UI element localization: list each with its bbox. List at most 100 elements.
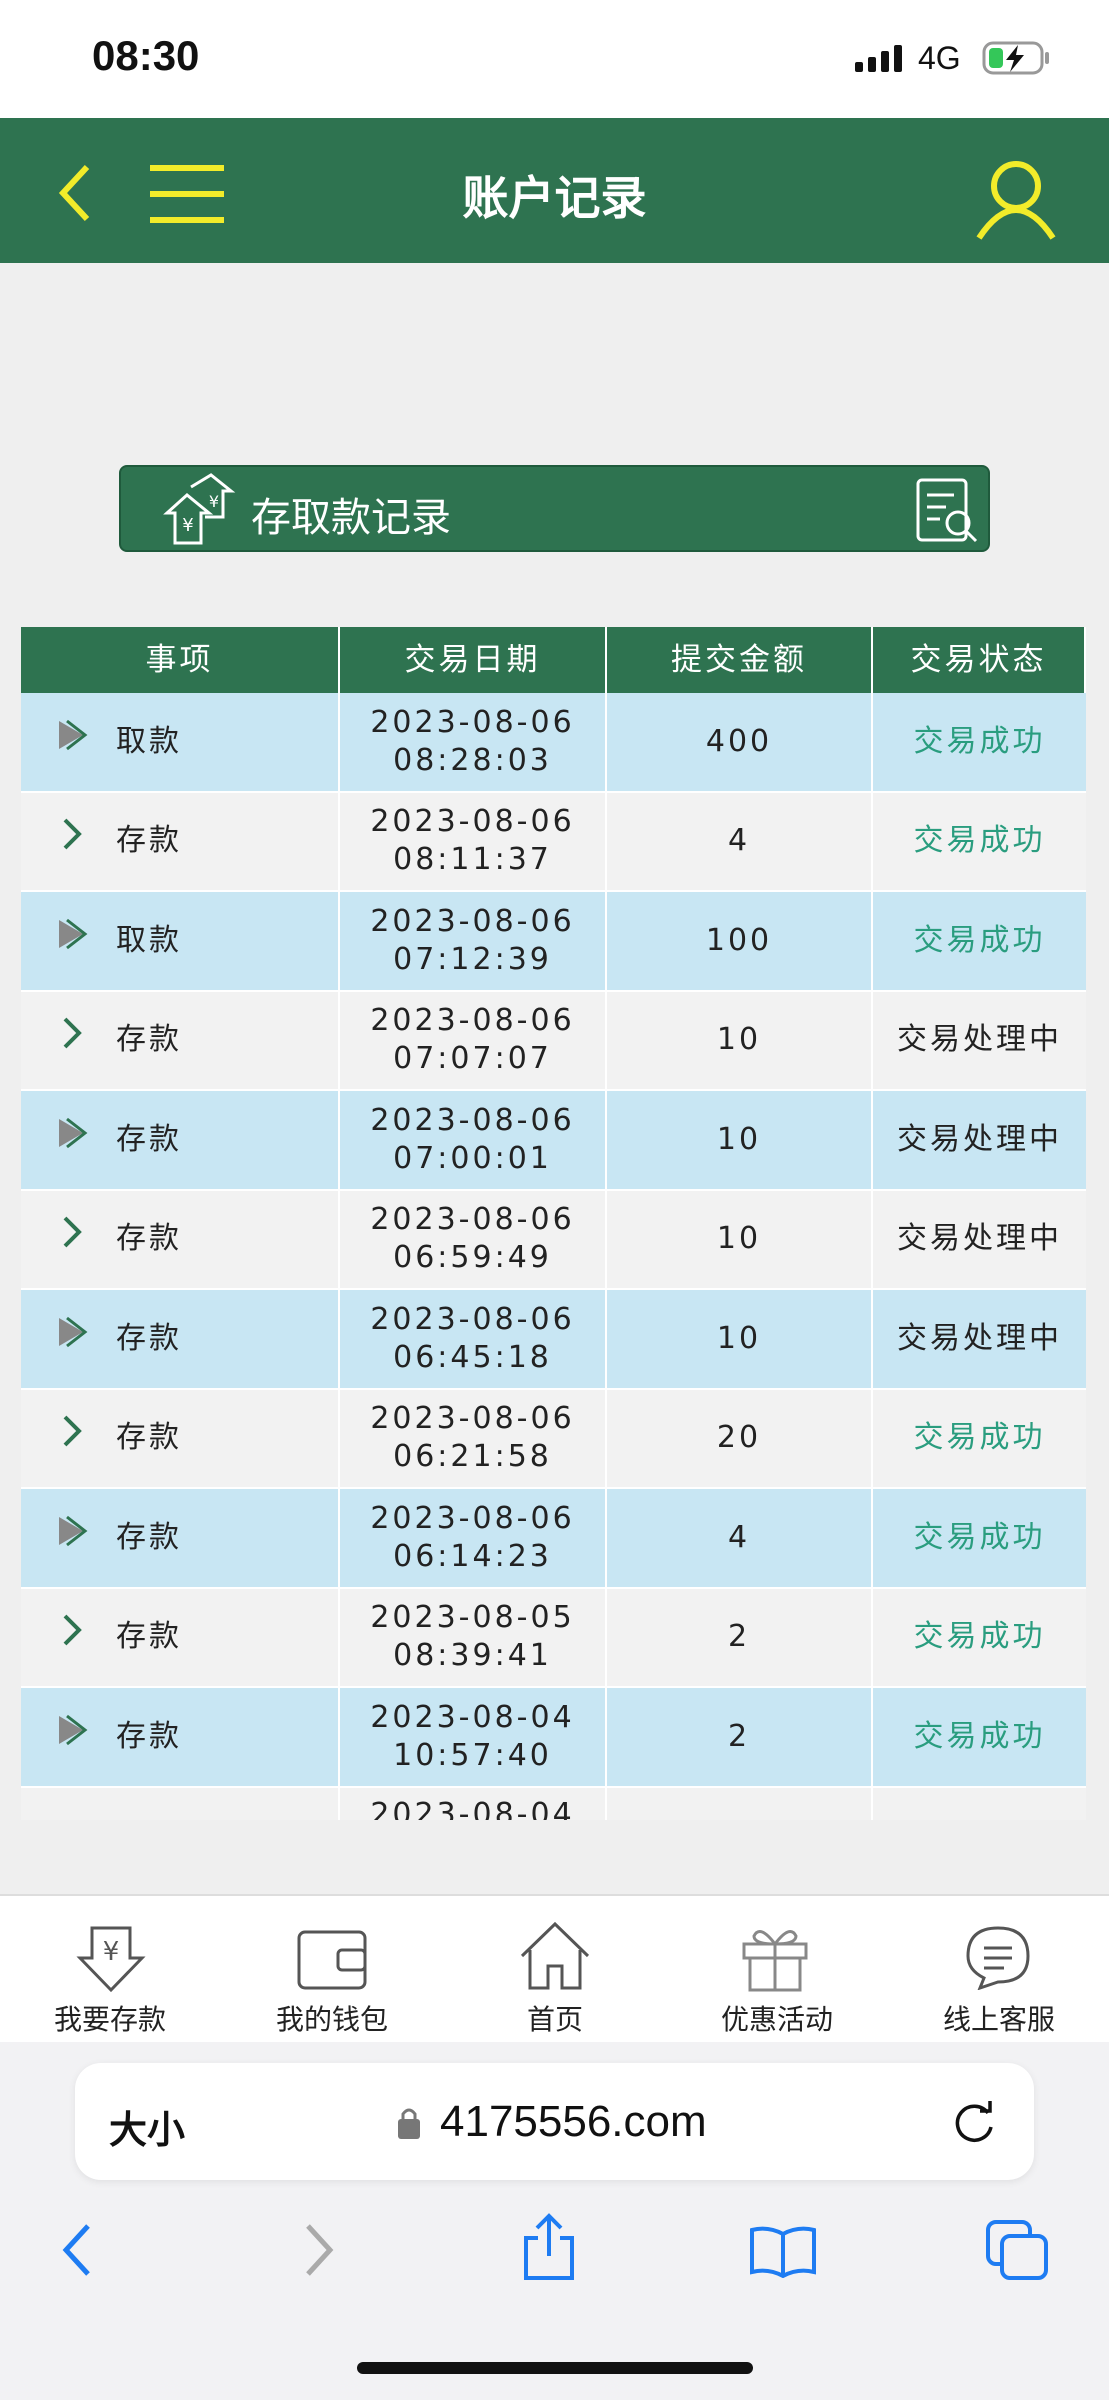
row-arrow bbox=[63, 1614, 82, 1646]
status-cell: 交易成功 bbox=[913, 723, 1046, 759]
time: 08:39:41 bbox=[393, 1638, 552, 1674]
svg-text:¥: ¥ bbox=[209, 492, 219, 511]
time: 06:21:58 bbox=[393, 1439, 552, 1475]
tabs-button[interactable] bbox=[984, 2218, 1050, 2282]
page-title: 账户记录 bbox=[462, 171, 647, 225]
time: 06:14:23 bbox=[393, 1538, 552, 1574]
status-cell: 交易处理中 bbox=[897, 1221, 1062, 1257]
item: 存款 bbox=[116, 823, 182, 859]
nav-label[interactable]: 优惠活动 bbox=[720, 2003, 833, 2036]
back-button[interactable] bbox=[55, 163, 95, 223]
item: 取款 bbox=[116, 723, 182, 759]
records-table: 事项 交易日期 提交金额 交易状态 取款 2023-08-06 08:28:03 400 交易成… bbox=[21, 627, 1086, 1820]
search-record-icon[interactable] bbox=[914, 477, 980, 545]
amount-cell: 2 bbox=[607, 1588, 873, 1686]
app-header: 账户记录 bbox=[0, 118, 1109, 263]
header-cell: 事项 bbox=[21, 627, 340, 693]
row-arrow bbox=[59, 918, 88, 949]
browser-chrome: 大小 4175556.com bbox=[0, 2042, 1109, 2400]
row-arrow bbox=[59, 1117, 88, 1148]
share-button[interactable] bbox=[520, 2212, 578, 2282]
wallet-icon bbox=[297, 1930, 367, 1990]
money-icon: ¥¥ bbox=[163, 473, 236, 545]
amount-cell: 400 bbox=[607, 693, 873, 791]
status-cell bbox=[873, 1788, 1086, 1821]
date-cell: 2023-08-05 08:39:41 bbox=[340, 1588, 607, 1686]
status-cell: 交易成功 bbox=[913, 823, 1046, 859]
status-cell: 交易成功 bbox=[913, 1619, 1046, 1655]
address-bar[interactable]: 大小 4175556.com bbox=[75, 2063, 1034, 2180]
date: 2023-08-06 bbox=[370, 1401, 575, 1437]
date: 2023-08-06 bbox=[370, 1202, 575, 1238]
item-cell: 取款 bbox=[21, 892, 340, 990]
table-row[interactable]: 存款 2023-08-06 06:45:18 10 交易处理中 bbox=[21, 1290, 1086, 1390]
table-row[interactable]: 存款 2023-08-06 06:59:49 10 交易处理中 bbox=[21, 1190, 1086, 1290]
date-cell: 2023-08-06 06:14:23 bbox=[340, 1489, 607, 1587]
nav-label[interactable]: 线上客服 bbox=[942, 2003, 1055, 2036]
item-cell: 存款 bbox=[21, 1290, 340, 1388]
date-cell: 2023-08-06 06:21:58 bbox=[340, 1389, 607, 1487]
amount-cell: 100 bbox=[607, 892, 873, 990]
menu-button[interactable] bbox=[148, 164, 228, 224]
date-cell: 2023-08-06 08:11:37 bbox=[340, 792, 607, 890]
deposit-icon: ¥ bbox=[76, 1926, 146, 1993]
lock-icon bbox=[398, 2108, 420, 2139]
status-cell: 交易成功 bbox=[913, 1420, 1046, 1456]
date: 2023-08-04 bbox=[370, 1796, 575, 1821]
text-size-button[interactable]: 大小 bbox=[109, 2108, 186, 2152]
item-cell: 存款 bbox=[21, 1190, 340, 1288]
nav-label[interactable]: 我的钱包 bbox=[275, 2003, 388, 2036]
nav-label[interactable]: 首页 bbox=[526, 2003, 583, 2036]
item-cell: 存款 bbox=[21, 1688, 340, 1786]
item-cell: 存款 bbox=[21, 991, 340, 1089]
table-row[interactable]: 存款 2023-08-06 07:00:01 10 交易处理中 bbox=[21, 1091, 1086, 1191]
table-row[interactable]: 存款 2023-08-06 06:21:58 20 交易成功 bbox=[21, 1389, 1086, 1489]
time: 07:07:07 bbox=[393, 1041, 552, 1077]
svg-text:¥: ¥ bbox=[182, 515, 193, 536]
status-bar: 08:30 4G bbox=[0, 0, 1109, 118]
network: 4G bbox=[918, 40, 961, 76]
table-row[interactable]: 2023-08-04 bbox=[21, 1787, 1086, 1821]
date-cell: 2023-08-06 06:45:18 bbox=[340, 1290, 607, 1388]
row-arrow bbox=[59, 1515, 88, 1546]
gift-icon bbox=[742, 1930, 808, 1992]
table-header: 事项 交易日期 提交金额 交易状态 bbox=[21, 627, 1086, 693]
signal-icon bbox=[855, 45, 902, 72]
item: 存款 bbox=[116, 1022, 182, 1058]
section-banner: ¥ ¥ 存取款记录 bbox=[119, 465, 990, 552]
item-cell: 存款 bbox=[21, 1091, 340, 1189]
header-cell: 交易状态 bbox=[873, 627, 1086, 693]
time: 10:57:40 bbox=[393, 1737, 552, 1773]
time: 07:12:39 bbox=[393, 941, 552, 977]
status-cell: 交易成功 bbox=[913, 1718, 1046, 1754]
amount-cell: 20 bbox=[607, 1389, 873, 1487]
date: 2023-08-06 bbox=[370, 704, 575, 740]
browser-back[interactable] bbox=[58, 2222, 98, 2278]
profile-button[interactable] bbox=[975, 160, 1057, 240]
row-arrow bbox=[63, 1216, 82, 1248]
amount-cell bbox=[607, 1787, 873, 1820]
item: 存款 bbox=[116, 1121, 182, 1157]
date: 2023-08-04 bbox=[370, 1699, 575, 1735]
item: 存款 bbox=[116, 1519, 182, 1555]
bottom-nav: ¥ 我要存款 我的钱包 首页 优惠活动 线上客服 bbox=[0, 1894, 1109, 2044]
amount-cell: 10 bbox=[607, 1190, 873, 1288]
reload-button[interactable] bbox=[950, 2099, 998, 2147]
table-row[interactable]: 存款 2023-08-05 08:39:41 2 交易成功 bbox=[21, 1588, 1086, 1688]
table-row[interactable]: 取款 2023-08-06 07:12:39 100 交易成功 bbox=[21, 892, 1086, 992]
bookmarks-button[interactable] bbox=[748, 2224, 818, 2278]
table-row[interactable]: 存款 2023-08-04 10:57:40 2 交易成功 bbox=[21, 1688, 1086, 1788]
nav-label[interactable]: 我要存款 bbox=[53, 2003, 166, 2036]
row-arrow bbox=[63, 818, 82, 850]
table-row[interactable]: 取款 2023-08-06 08:28:03 400 交易成功 bbox=[21, 693, 1086, 793]
table-row[interactable]: 存款 2023-08-06 07:07:07 10 交易处理中 bbox=[21, 991, 1086, 1091]
date: 2023-08-05 bbox=[370, 1600, 575, 1636]
table-row[interactable]: 存款 2023-08-06 06:14:23 4 交易成功 bbox=[21, 1489, 1086, 1589]
date-cell: 2023-08-06 06:59:49 bbox=[340, 1190, 607, 1288]
item-cell: 存款 bbox=[21, 1489, 340, 1587]
table-row[interactable]: 存款 2023-08-06 08:11:37 4 交易成功 bbox=[21, 792, 1086, 892]
browser-forward[interactable] bbox=[298, 2222, 338, 2278]
status-cell: 交易成功 bbox=[913, 1519, 1046, 1555]
status-cell: 交易成功 bbox=[913, 922, 1046, 958]
item-cell: 取款 bbox=[21, 693, 340, 791]
